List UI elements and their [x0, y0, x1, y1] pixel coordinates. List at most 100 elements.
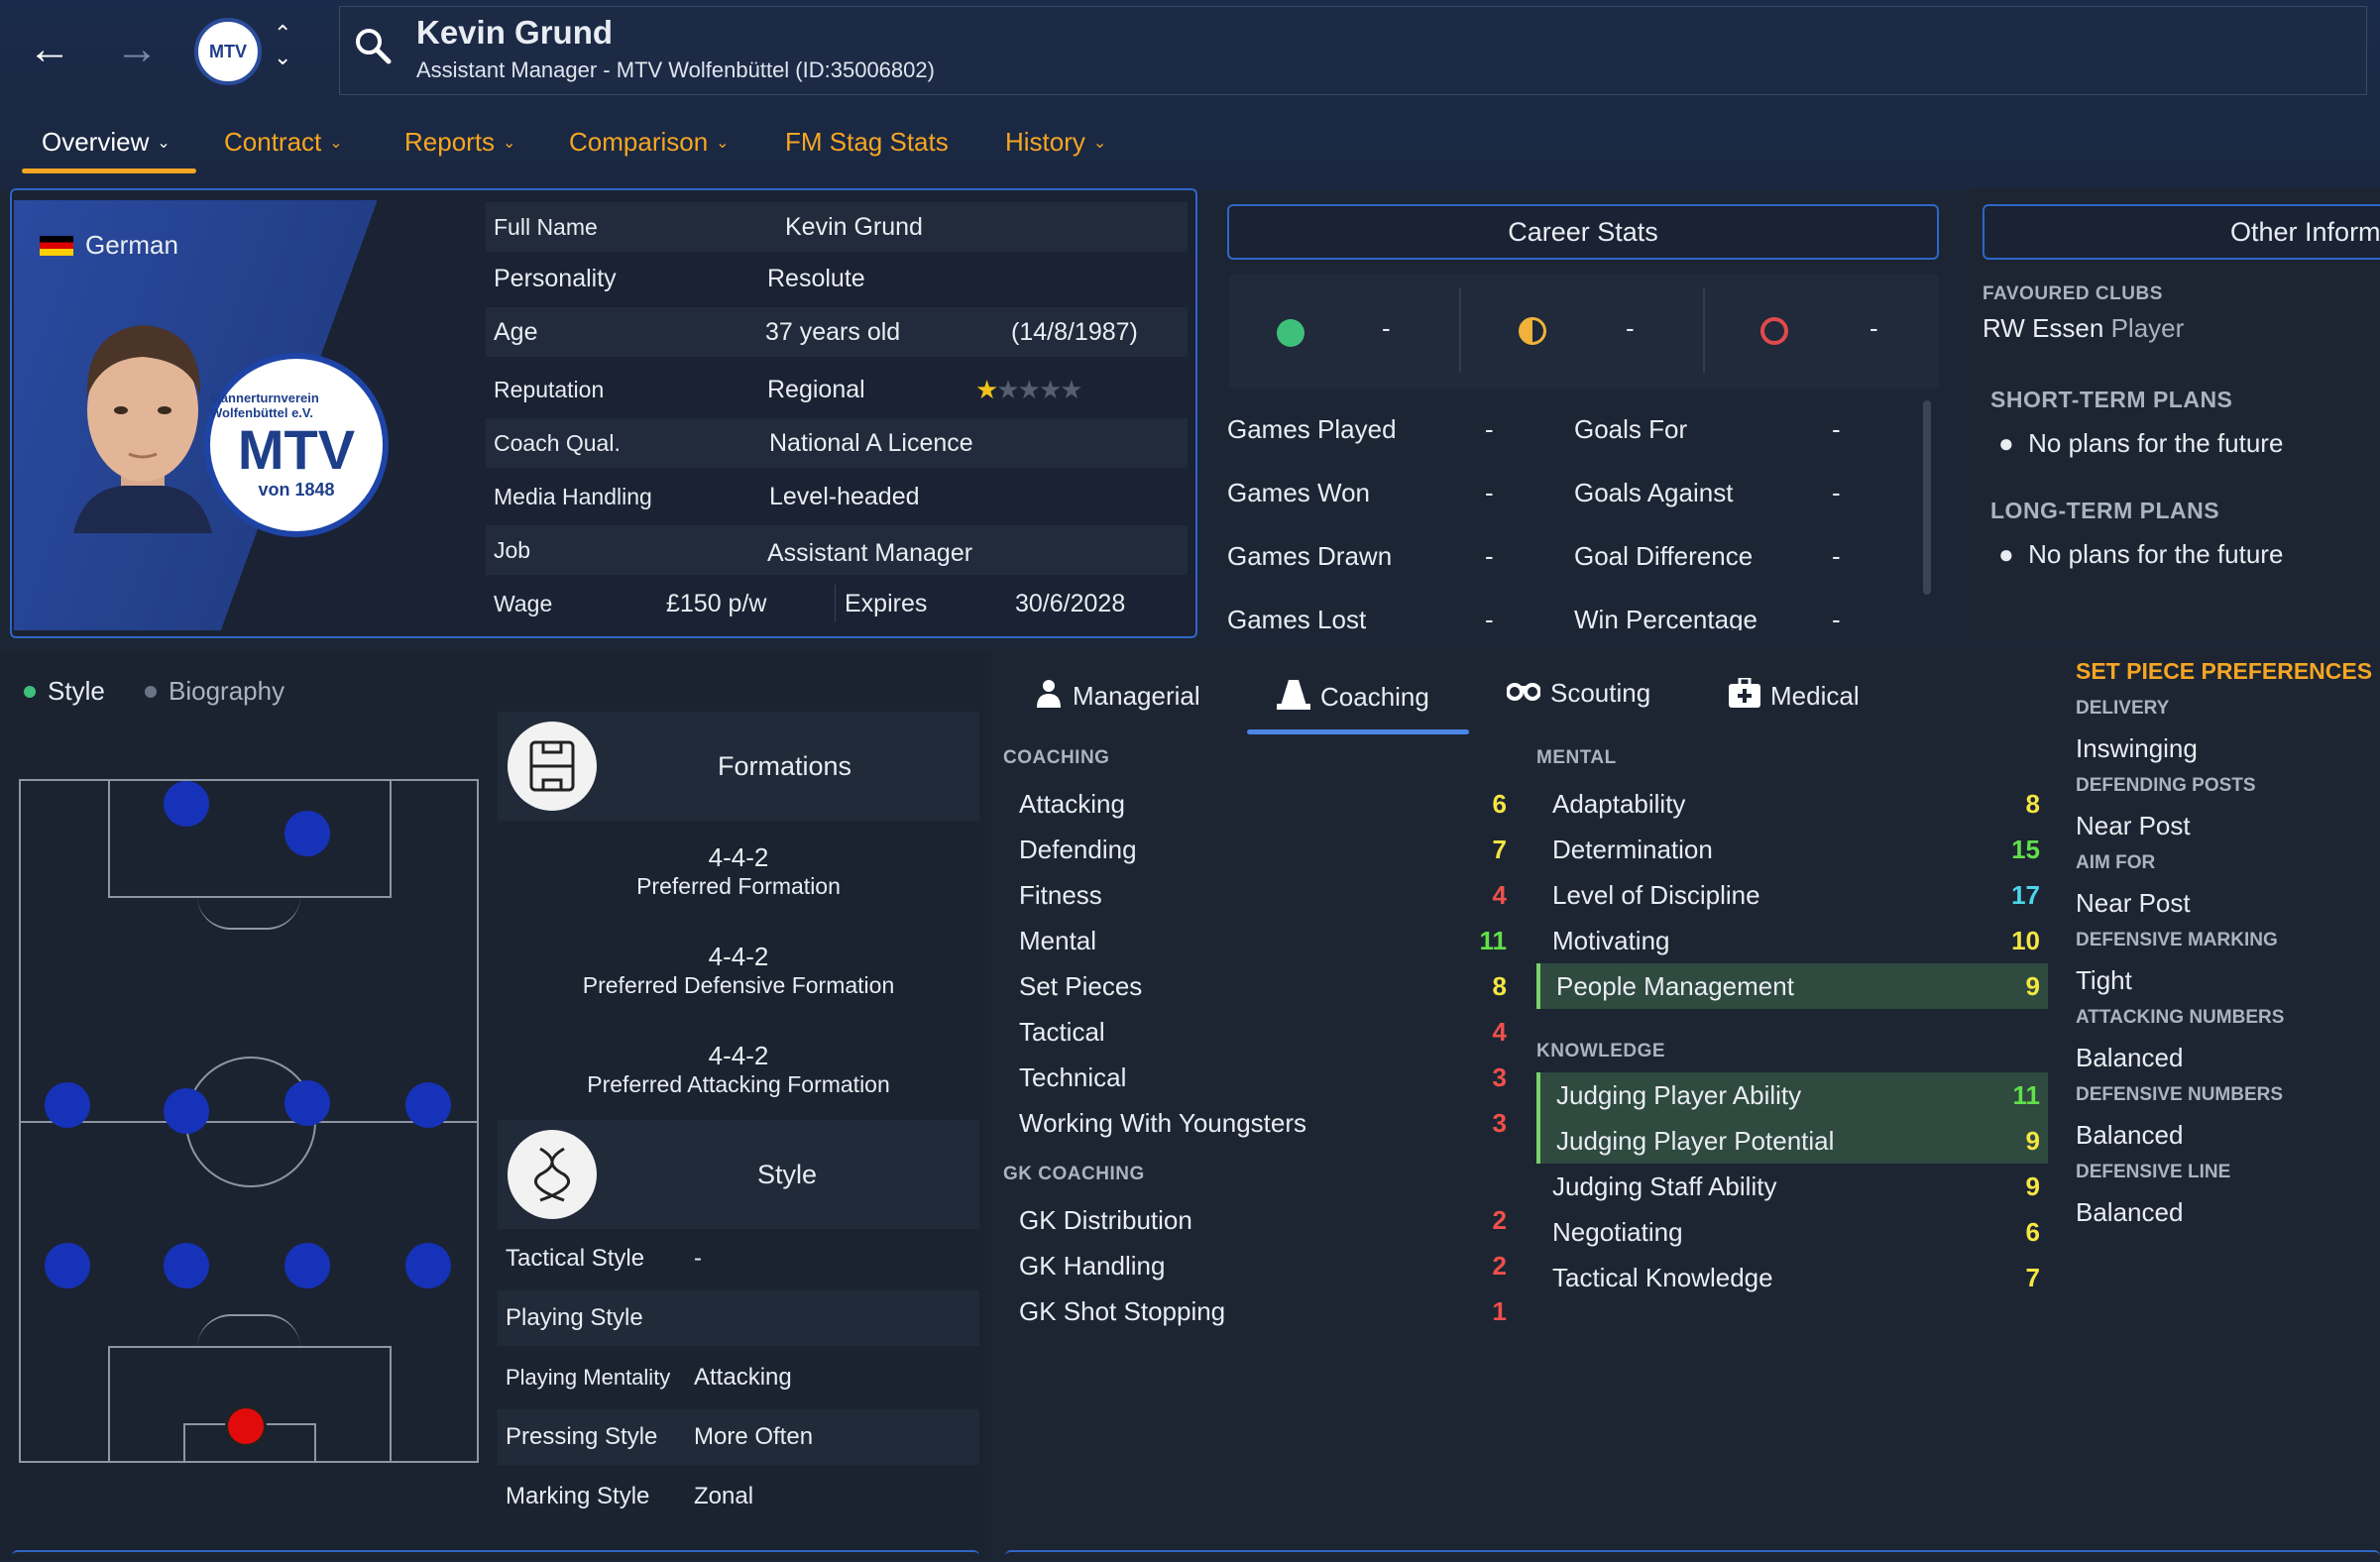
player-dot-defender[interactable]: [284, 1243, 330, 1288]
tab-history[interactable]: History ⌄: [1005, 127, 1106, 158]
expires-label: Expires: [845, 589, 928, 617]
favoured-club-name: RW Essen: [1983, 313, 2104, 343]
attribute-row[interactable]: Fitness 4: [1003, 872, 1515, 918]
attribute-value: 11: [2012, 1079, 2041, 1110]
tab-style-label: Style: [48, 676, 105, 706]
player-dot-defender[interactable]: [405, 1243, 451, 1288]
tab-style[interactable]: Style: [24, 676, 105, 707]
other-info-header[interactable]: Other Inform: [1983, 204, 2380, 260]
tab-managerial[interactable]: Managerial: [1035, 678, 1200, 715]
win-dot-icon: [1277, 319, 1304, 347]
attribute-value: 15: [2011, 834, 2040, 864]
attribute-row[interactable]: Attacking 6: [1003, 781, 1515, 827]
career-stats-list: Games Played - Goals For - Games Won - G…: [1227, 408, 1921, 630]
media-handling-value: Level-headed: [769, 482, 920, 510]
player-dot-goalkeeper[interactable]: [225, 1405, 267, 1447]
club-badge-large[interactable]: Männerturnverein Wolfenbüttel e.V. MTV v…: [204, 353, 389, 537]
career-stats-header[interactable]: Career Stats: [1227, 204, 1939, 260]
attribute-value: 7: [2025, 1262, 2040, 1292]
player-dot-striker[interactable]: [164, 781, 209, 827]
attribute-row[interactable]: GK Shot Stopping 1: [1003, 1288, 1515, 1334]
tab-comparison[interactable]: Comparison ⌄: [569, 127, 730, 158]
attribute-row[interactable]: Working With Youngsters 3: [1003, 1100, 1515, 1146]
attribute-value: 6: [1492, 788, 1507, 819]
other-info-panel: [1969, 188, 2380, 638]
attribute-row[interactable]: Determination 15: [1536, 827, 2048, 872]
playing-mentality-label: Playing Mentality: [506, 1365, 671, 1390]
formation-pitch: [19, 779, 479, 1463]
player-dot-midfielder[interactable]: [284, 1080, 330, 1126]
win-percentage-value: -: [1832, 605, 1841, 630]
attribute-row[interactable]: GK Handling 2: [1003, 1243, 1515, 1288]
set-piece-value: Inswinging: [2076, 733, 2198, 763]
search-bar[interactable]: [339, 6, 2367, 95]
tab-biography[interactable]: Biography: [145, 676, 284, 707]
reputation-value: Regional: [767, 375, 865, 403]
attribute-row[interactable]: GK Distribution 2: [1003, 1197, 1515, 1243]
career-summary-bar: [1229, 274, 1939, 389]
tab-fm-stag-stats-label: FM Stag Stats: [785, 127, 949, 157]
back-arrow-icon[interactable]: ←: [28, 25, 71, 73]
attribute-row-highlighted[interactable]: Judging Player Potential 9: [1536, 1118, 2048, 1164]
set-piece-value: Near Post: [2076, 811, 2191, 840]
tab-overview[interactable]: Overview ⌄: [42, 127, 170, 158]
attribute-row[interactable]: Set Pieces 8: [1003, 963, 1515, 1009]
attribute-value: 11: [1479, 925, 1508, 955]
attribute-value: 7: [1492, 834, 1507, 864]
set-piece-value: Tight: [2076, 965, 2132, 995]
player-dot-midfielder[interactable]: [405, 1082, 451, 1128]
search-icon[interactable]: [353, 26, 393, 70]
tactics-board-icon: [508, 722, 597, 811]
tab-biography-label: Biography: [169, 676, 285, 706]
divider: [1459, 287, 1461, 373]
attribute-label: Judging Staff Ability: [1552, 1171, 1777, 1201]
attribute-row[interactable]: Mental 11: [1003, 918, 1515, 963]
attribute-label: Defending: [1019, 834, 1137, 864]
attribute-row-highlighted[interactable]: Judging Player Ability 11: [1536, 1072, 2048, 1118]
tab-reports[interactable]: Reports ⌄: [404, 127, 515, 158]
attribute-row[interactable]: Tactical 4: [1003, 1009, 1515, 1055]
favoured-club-role: Player: [2110, 313, 2185, 343]
games-won-value: -: [1485, 478, 1494, 507]
player-dot-defender[interactable]: [164, 1243, 209, 1288]
forward-arrow-icon[interactable]: →: [115, 25, 159, 73]
player-dot-midfielder[interactable]: [45, 1082, 90, 1128]
chevron-down-icon: ⌄: [1092, 134, 1107, 152]
chevron-down-icon: ⌄: [503, 134, 516, 152]
attribute-row[interactable]: Defending 7: [1003, 827, 1515, 872]
club-badge-initials: MTV: [237, 417, 356, 481]
player-dot-defender[interactable]: [45, 1243, 90, 1288]
club-crest-button[interactable]: MTV: [194, 18, 262, 85]
tab-medical[interactable]: Medical: [1729, 676, 1860, 715]
attribute-row[interactable]: Level of Discipline 17: [1536, 872, 2048, 918]
nationality[interactable]: German: [40, 230, 178, 261]
attribute-row[interactable]: Negotiating 6: [1536, 1209, 2048, 1255]
attribute-label: Technical: [1019, 1061, 1127, 1092]
playing-mentality-value: Attacking: [694, 1364, 792, 1391]
attribute-row[interactable]: Adaptability 8: [1536, 781, 2048, 827]
reputation-label: Reputation: [494, 376, 605, 402]
attribute-row[interactable]: Tactical Knowledge 7: [1536, 1255, 2048, 1300]
player-dot-midfielder[interactable]: [164, 1088, 209, 1134]
tab-coaching[interactable]: Coaching: [1277, 678, 1429, 717]
long-term-plan: ● No plans for the future: [1998, 539, 2283, 570]
active-attr-tab-underline: [1247, 729, 1469, 734]
attribute-row-highlighted[interactable]: People Management 9: [1536, 963, 2048, 1009]
attribute-label: Tactical Knowledge: [1552, 1262, 1773, 1292]
career-stats-scrollbar[interactable]: [1923, 400, 1931, 595]
info-row-wage: Wage £150 p/w Expires 30/6/2028: [486, 579, 1188, 628]
player-dot-striker[interactable]: [284, 811, 330, 856]
style-row-playing: Playing Style: [498, 1290, 979, 1346]
tab-fm-stag-stats[interactable]: FM Stag Stats: [785, 127, 949, 158]
set-piece-title: SET PIECE PREFERENCES: [2076, 658, 2373, 684]
set-piece-label: DEFENDING POSTS: [2076, 775, 2256, 796]
tab-scouting[interactable]: Scouting: [1506, 678, 1650, 709]
attribute-row[interactable]: Motivating 10: [1536, 918, 2048, 963]
games-drawn-label: Games Drawn: [1227, 541, 1393, 571]
switch-person-chevrons-icon[interactable]: ⌃ ⌄: [274, 21, 292, 69]
attribute-row[interactable]: Technical 3: [1003, 1055, 1515, 1100]
tab-contract[interactable]: Contract ⌄: [224, 127, 343, 158]
attribute-row[interactable]: Judging Staff Ability 9: [1536, 1164, 2048, 1209]
favoured-club-entry[interactable]: RW Essen Player: [1983, 313, 2184, 344]
set-piece-value: Balanced: [2076, 1120, 2184, 1150]
